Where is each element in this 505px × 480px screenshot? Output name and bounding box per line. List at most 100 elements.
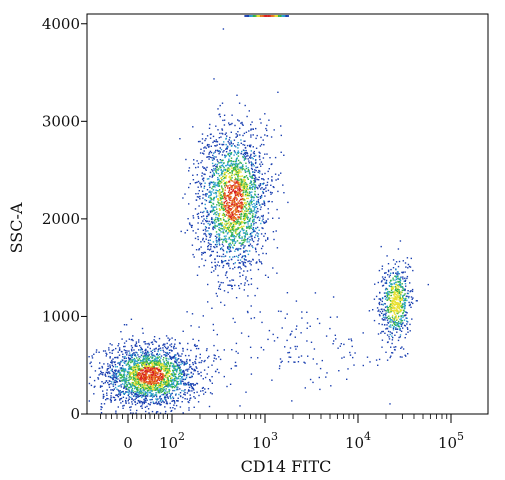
event-point bbox=[400, 320, 402, 322]
event-point bbox=[135, 395, 137, 398]
event-point bbox=[242, 190, 245, 192]
event-point bbox=[225, 171, 228, 174]
event-point bbox=[162, 349, 164, 352]
event-point bbox=[122, 392, 125, 394]
event-point bbox=[234, 266, 236, 269]
event-point bbox=[400, 291, 403, 293]
event-point bbox=[251, 245, 253, 247]
event-point bbox=[238, 206, 240, 208]
event-point bbox=[386, 309, 389, 311]
event-point bbox=[188, 376, 191, 379]
event-point bbox=[379, 311, 381, 313]
event-point bbox=[234, 229, 237, 231]
population-2 bbox=[179, 28, 289, 338]
event-point bbox=[124, 360, 126, 362]
event-point bbox=[212, 165, 214, 167]
event-point bbox=[189, 383, 191, 386]
event-point bbox=[236, 199, 238, 201]
event-point bbox=[386, 255, 388, 257]
event-point bbox=[205, 208, 207, 210]
event-point bbox=[383, 278, 386, 281]
event-point bbox=[213, 169, 215, 171]
event-point bbox=[184, 394, 186, 396]
event-point bbox=[152, 359, 154, 362]
event-point bbox=[235, 178, 237, 180]
event-point bbox=[158, 365, 161, 368]
event-point bbox=[176, 368, 178, 370]
event-point bbox=[163, 368, 165, 370]
event-point bbox=[234, 217, 237, 219]
event-point bbox=[138, 395, 141, 398]
event-point bbox=[226, 271, 228, 273]
event-point bbox=[249, 250, 251, 252]
event-point bbox=[211, 169, 213, 171]
event-point bbox=[149, 378, 151, 380]
event-point bbox=[226, 233, 229, 235]
event-point bbox=[237, 210, 240, 212]
event-point bbox=[232, 207, 234, 209]
event-point bbox=[225, 205, 227, 207]
event-point bbox=[230, 209, 232, 211]
event-point bbox=[244, 245, 246, 247]
event-point bbox=[191, 375, 193, 378]
event-point bbox=[237, 163, 239, 165]
event-point bbox=[151, 388, 154, 391]
event-point bbox=[230, 145, 233, 147]
event-point bbox=[137, 379, 139, 381]
event-point bbox=[235, 223, 237, 225]
event-point bbox=[176, 380, 178, 383]
event-point bbox=[396, 319, 398, 321]
event-point bbox=[254, 162, 257, 165]
event-point bbox=[259, 158, 261, 161]
event-point bbox=[179, 383, 182, 385]
event-point bbox=[254, 193, 256, 195]
event-point bbox=[144, 399, 147, 402]
event-point bbox=[139, 375, 141, 377]
event-point bbox=[146, 369, 148, 371]
event-point bbox=[129, 357, 131, 360]
event-point bbox=[228, 201, 230, 204]
event-point bbox=[157, 348, 160, 351]
event-point bbox=[212, 189, 215, 191]
event-point bbox=[242, 247, 245, 249]
event-point bbox=[403, 300, 405, 302]
event-point bbox=[161, 399, 164, 402]
event-point bbox=[139, 402, 141, 404]
event-point bbox=[379, 291, 381, 294]
event-point bbox=[233, 221, 235, 223]
event-point bbox=[226, 211, 228, 214]
event-point bbox=[251, 163, 253, 165]
event-point bbox=[242, 182, 245, 185]
event-point bbox=[402, 296, 404, 298]
event-point bbox=[154, 367, 157, 369]
event-point bbox=[149, 347, 151, 350]
event-point bbox=[251, 231, 253, 234]
event-point bbox=[267, 208, 269, 210]
event-point bbox=[142, 371, 144, 374]
event-point bbox=[141, 364, 143, 366]
event-point bbox=[161, 372, 163, 375]
event-point bbox=[157, 411, 159, 413]
event-point bbox=[197, 222, 199, 224]
event-point bbox=[238, 262, 241, 264]
event-point bbox=[108, 386, 111, 388]
event-point bbox=[161, 363, 163, 366]
event-point bbox=[233, 240, 235, 242]
event-point bbox=[391, 302, 393, 304]
event-point bbox=[142, 381, 145, 383]
event-point bbox=[163, 370, 165, 372]
event-point bbox=[104, 350, 107, 352]
event-point bbox=[204, 173, 206, 176]
event-point bbox=[254, 186, 256, 189]
event-point bbox=[272, 186, 274, 188]
event-point bbox=[247, 167, 249, 169]
event-point bbox=[212, 154, 214, 157]
event-point bbox=[151, 364, 153, 366]
event-point bbox=[227, 248, 230, 251]
event-point bbox=[93, 379, 96, 382]
event-point bbox=[201, 258, 203, 260]
event-point bbox=[390, 303, 392, 306]
event-point bbox=[231, 122, 233, 125]
event-point bbox=[134, 391, 136, 393]
event-point bbox=[255, 251, 257, 253]
